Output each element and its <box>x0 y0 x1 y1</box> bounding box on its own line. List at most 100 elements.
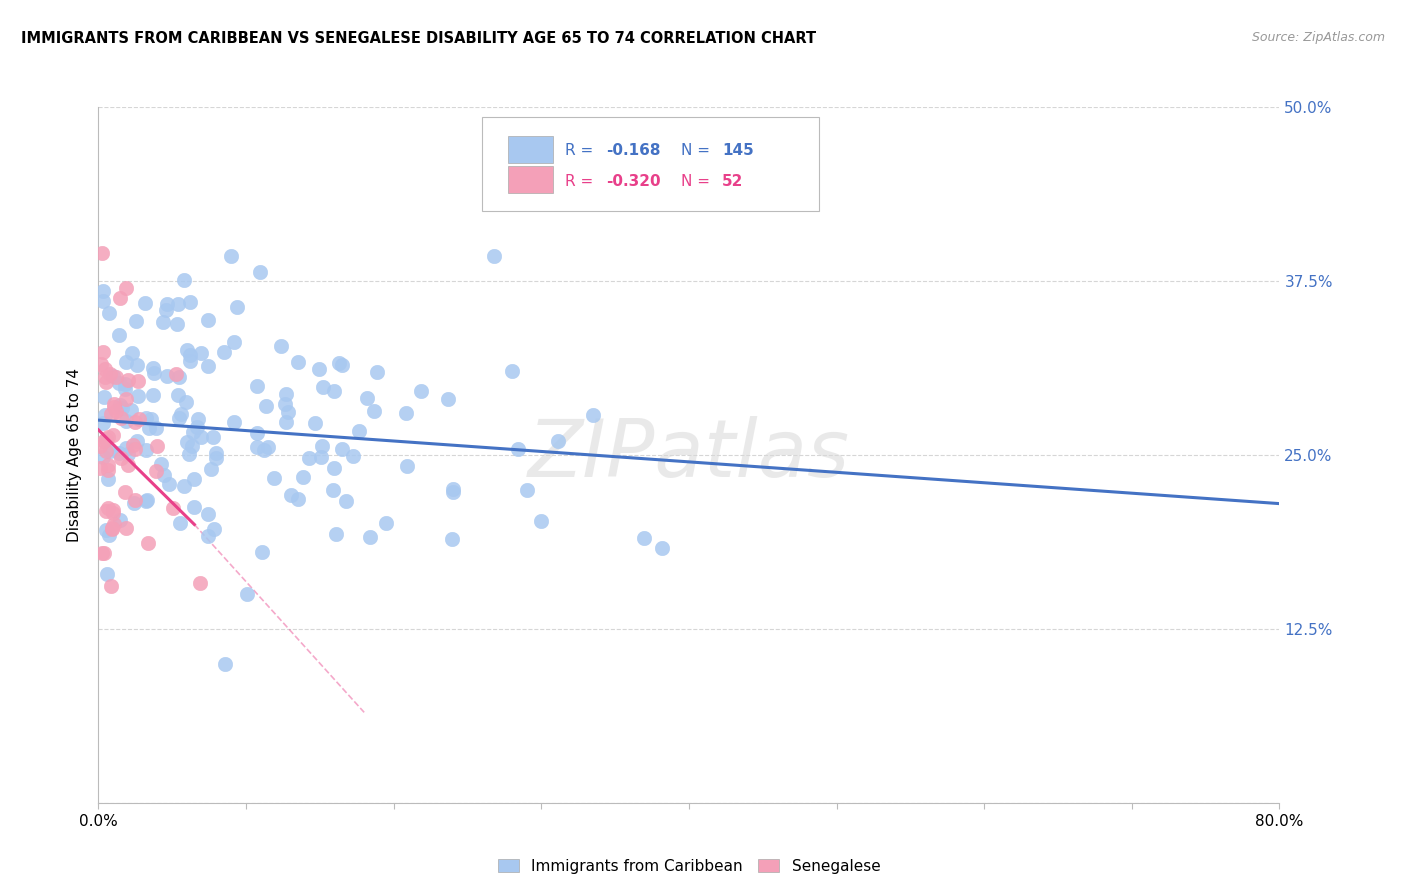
Point <box>201 429 224 443</box>
Point <box>342 449 364 463</box>
Point <box>280 488 302 502</box>
Point <box>107 376 129 390</box>
Point <box>156 297 179 311</box>
Point <box>347 424 370 438</box>
Point <box>115 281 138 295</box>
Point <box>91 416 114 430</box>
Point <box>115 521 138 535</box>
Point <box>142 361 165 376</box>
Text: ZIPatlas: ZIPatlas <box>527 416 851 494</box>
Point <box>250 544 273 558</box>
Point <box>330 442 353 456</box>
Point <box>359 530 381 544</box>
Point <box>183 500 205 514</box>
Point <box>330 358 353 372</box>
Point <box>396 458 419 473</box>
Point <box>200 461 222 475</box>
Point <box>170 407 193 421</box>
Point <box>93 294 115 309</box>
Point <box>103 400 125 414</box>
Point <box>122 496 145 510</box>
Point <box>274 386 297 401</box>
FancyBboxPatch shape <box>482 118 818 211</box>
Point <box>93 391 115 405</box>
Point <box>249 265 271 279</box>
Point <box>651 541 673 555</box>
Point <box>91 284 114 298</box>
Text: -0.320: -0.320 <box>606 174 661 189</box>
Point <box>253 443 276 458</box>
Point <box>441 482 464 496</box>
Point <box>409 384 432 399</box>
Point <box>176 343 198 357</box>
Point <box>125 434 148 449</box>
Point <box>322 384 344 399</box>
Point <box>179 348 201 362</box>
Point <box>146 439 169 453</box>
FancyBboxPatch shape <box>508 136 553 162</box>
Point <box>115 441 138 455</box>
Point <box>101 503 124 517</box>
Point <box>152 467 174 482</box>
Point <box>180 439 202 453</box>
FancyBboxPatch shape <box>508 166 553 193</box>
Point <box>328 356 350 370</box>
Point <box>508 442 530 456</box>
Point <box>312 380 335 394</box>
Point <box>100 579 122 593</box>
Text: 145: 145 <box>723 144 754 159</box>
Text: IMMIGRANTS FROM CARIBBEAN VS SENEGALESE DISABILITY AGE 65 TO 74 CORRELATION CHAR: IMMIGRANTS FROM CARIBBEAN VS SENEGALESE … <box>21 31 817 46</box>
Point <box>94 375 117 389</box>
Point <box>141 412 163 426</box>
Point <box>117 447 139 461</box>
Point <box>108 446 131 460</box>
Point <box>335 494 357 508</box>
Point <box>188 575 211 590</box>
Point <box>101 506 124 520</box>
Point <box>169 370 191 384</box>
Point <box>124 492 146 507</box>
Point <box>222 415 245 429</box>
Point <box>356 391 378 405</box>
Point <box>167 411 190 425</box>
Point <box>94 369 117 384</box>
Text: 52: 52 <box>723 174 744 189</box>
Point <box>322 483 344 498</box>
Point <box>91 546 114 560</box>
Point <box>98 306 121 320</box>
Point <box>117 373 139 387</box>
Point <box>374 516 396 530</box>
Point <box>270 339 292 353</box>
Point <box>205 450 228 465</box>
Point <box>202 523 225 537</box>
Point <box>304 416 326 430</box>
Point <box>292 470 315 484</box>
Point <box>111 401 134 416</box>
Point <box>516 483 538 497</box>
Point <box>91 450 114 465</box>
Point <box>197 313 219 327</box>
Point <box>97 501 120 516</box>
Point <box>100 521 122 535</box>
Point <box>98 527 121 541</box>
Text: Source: ZipAtlas.com: Source: ZipAtlas.com <box>1251 31 1385 45</box>
Point <box>124 415 146 429</box>
Point <box>127 358 149 372</box>
Point <box>114 382 136 396</box>
Point <box>115 392 138 407</box>
Point <box>108 291 131 305</box>
Point <box>197 359 219 373</box>
Point <box>179 353 201 368</box>
Point <box>179 447 201 461</box>
Point <box>395 405 418 419</box>
Point <box>222 334 245 349</box>
Legend: Immigrants from Caribbean, Senegalese: Immigrants from Caribbean, Senegalese <box>491 853 887 880</box>
Point <box>212 344 235 359</box>
Point <box>108 513 131 527</box>
Point <box>152 315 174 329</box>
Point <box>277 405 299 419</box>
Point <box>110 451 132 466</box>
Point <box>437 392 460 406</box>
Point <box>108 327 131 342</box>
Point <box>91 344 114 359</box>
